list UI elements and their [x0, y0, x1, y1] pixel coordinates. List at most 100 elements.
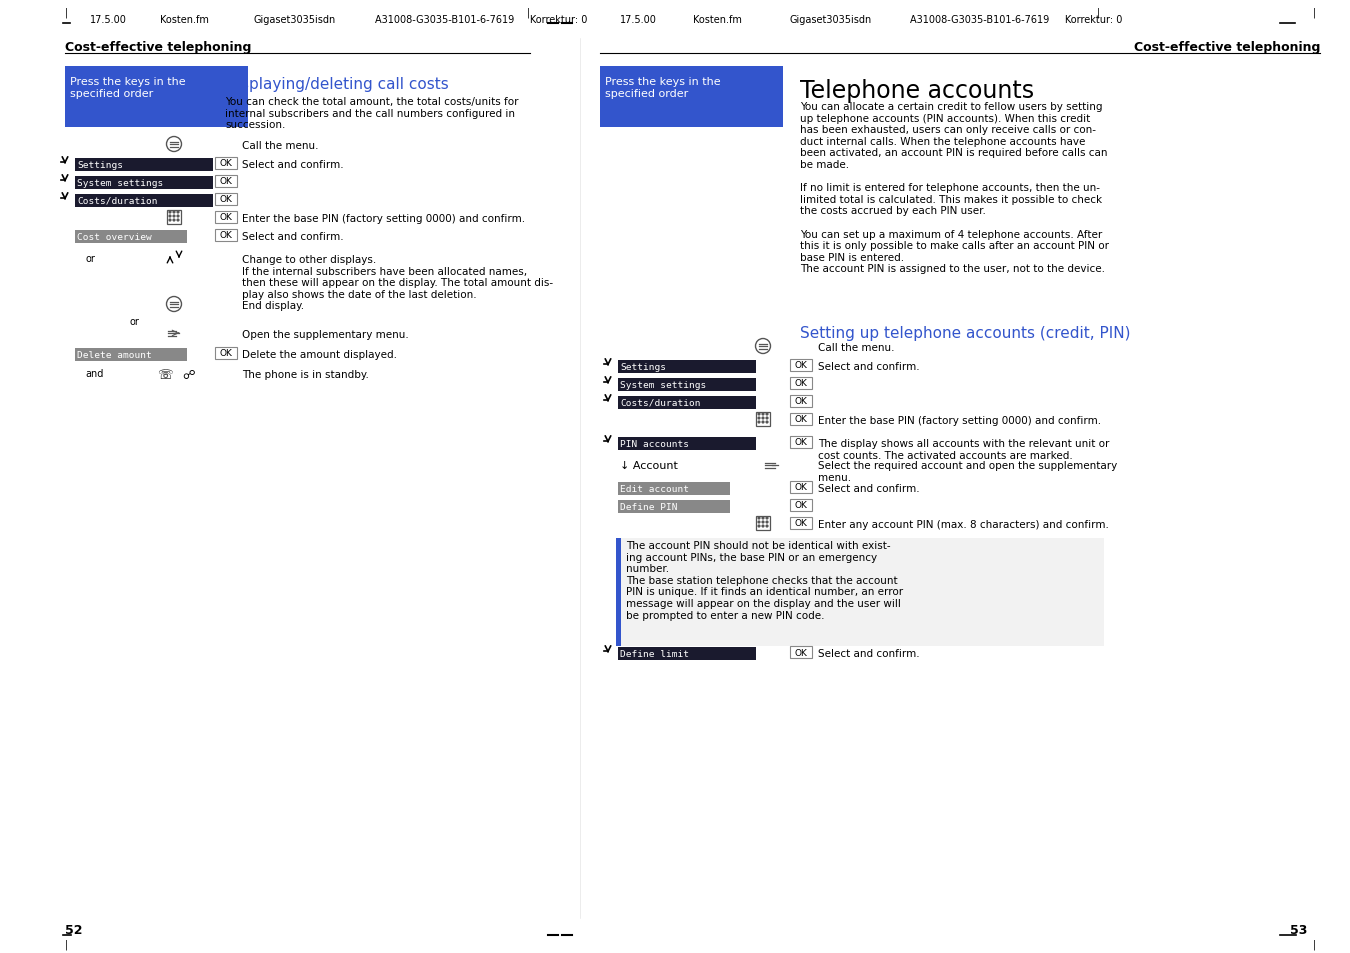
Text: Gigaset3035isdn: Gigaset3035isdn [252, 15, 335, 25]
Text: Costs/duration: Costs/duration [620, 398, 701, 408]
Text: Select and confirm.: Select and confirm. [818, 648, 919, 659]
Text: OK: OK [220, 232, 232, 240]
Text: OK: OK [220, 159, 232, 169]
Text: The account PIN should not be identical with exist-
ing account PINs, the base P: The account PIN should not be identical … [626, 540, 903, 620]
Text: Select the required account and open the supplementary
menu.: Select the required account and open the… [818, 460, 1118, 482]
Text: End display.: End display. [242, 301, 304, 311]
Bar [167, 211, 181, 225]
Circle shape [177, 212, 180, 213]
Text: |: | [1098, 8, 1100, 18]
Text: OK: OK [220, 195, 232, 204]
Text: Kosten.fm: Kosten.fm [693, 15, 743, 25]
Circle shape [759, 414, 760, 416]
Text: |: | [1314, 8, 1316, 18]
Circle shape [765, 414, 768, 416]
Text: Define PIN: Define PIN [620, 502, 678, 512]
Bar [790, 481, 811, 494]
Text: Gigaset3035isdn: Gigaset3035isdn [790, 15, 872, 25]
Text: |: | [65, 939, 69, 949]
Text: Displaying/deleting call costs: Displaying/deleting call costs [225, 77, 448, 91]
Text: OK: OK [795, 648, 807, 657]
Circle shape [763, 414, 764, 416]
Text: Press the keys in the
specified order: Press the keys in the specified order [70, 77, 185, 98]
Text: Select and confirm.: Select and confirm. [818, 483, 919, 494]
Text: 53: 53 [1291, 923, 1307, 936]
Bar [790, 377, 811, 390]
Text: 17.5.00: 17.5.00 [90, 15, 127, 25]
Bar [215, 230, 238, 242]
Circle shape [759, 417, 760, 419]
Text: Call the menu.: Call the menu. [818, 343, 895, 353]
Text: Select and confirm.: Select and confirm. [818, 361, 919, 372]
Text: Cost-effective telephoning: Cost-effective telephoning [1134, 41, 1320, 54]
Text: OK: OK [795, 379, 807, 388]
Circle shape [765, 421, 768, 423]
Text: OK: OK [795, 361, 807, 370]
Text: Enter the base PIN (factory setting 0000) and confirm.: Enter the base PIN (factory setting 0000… [242, 213, 525, 224]
Bar [618, 360, 756, 374]
Bar [76, 349, 188, 361]
Text: OK: OK [795, 483, 807, 492]
Bar [790, 517, 811, 530]
Bar [76, 194, 213, 208]
Text: Select and confirm.: Select and confirm. [242, 160, 344, 170]
Text: Call the menu.: Call the menu. [242, 141, 319, 151]
Text: The display shows all accounts with the relevant unit or
cost counts. The activa: The display shows all accounts with the … [818, 438, 1110, 460]
Text: A31008-G3035-B101-6-7619     Korrektur: 0: A31008-G3035-B101-6-7619 Korrektur: 0 [910, 15, 1122, 25]
Circle shape [173, 216, 176, 217]
Text: Cost overview: Cost overview [77, 233, 151, 242]
FancyBboxPatch shape [65, 67, 248, 128]
Text: Change to other displays.
If the internal subscribers have been allocated names,: Change to other displays. If the interna… [242, 254, 554, 299]
Text: and: and [85, 369, 104, 378]
Text: Enter the base PIN (factory setting 0000) and confirm.: Enter the base PIN (factory setting 0000… [818, 416, 1102, 426]
Text: Define limit: Define limit [620, 649, 688, 659]
Text: Delete amount: Delete amount [77, 351, 151, 359]
Bar [618, 437, 756, 451]
Text: ↓ Account: ↓ Account [620, 460, 678, 471]
Circle shape [759, 517, 760, 519]
Bar [76, 231, 188, 244]
Circle shape [759, 521, 760, 523]
Text: OK: OK [220, 349, 232, 358]
Bar [618, 482, 730, 496]
Text: Edit account: Edit account [620, 484, 688, 494]
Text: Delete the amount displayed.: Delete the amount displayed. [242, 350, 397, 359]
Circle shape [169, 216, 171, 217]
Text: Enter any account PIN (max. 8 characters) and confirm.: Enter any account PIN (max. 8 characters… [818, 519, 1108, 530]
Text: A31008-G3035-B101-6-7619     Korrektur: 0: A31008-G3035-B101-6-7619 Korrektur: 0 [375, 15, 587, 25]
Bar [215, 175, 238, 188]
Bar [756, 517, 770, 531]
Circle shape [765, 525, 768, 527]
Bar [215, 193, 238, 206]
Text: OK: OK [795, 416, 807, 424]
Circle shape [173, 220, 176, 222]
Circle shape [765, 517, 768, 519]
Text: |: | [526, 8, 531, 18]
Text: OK: OK [795, 519, 807, 528]
Text: Setting up telephone accounts (credit, PIN): Setting up telephone accounts (credit, P… [801, 326, 1130, 340]
Text: System settings: System settings [77, 179, 163, 188]
Circle shape [763, 525, 764, 527]
Bar [618, 378, 756, 392]
Text: ☏: ☏ [157, 369, 173, 381]
Bar [616, 538, 621, 646]
Circle shape [177, 220, 180, 222]
Circle shape [169, 220, 171, 222]
Circle shape [763, 521, 764, 523]
Text: OK: OK [220, 177, 232, 186]
Text: Cost-effective telephoning: Cost-effective telephoning [65, 41, 251, 54]
Bar [215, 348, 238, 359]
Text: Settings: Settings [620, 363, 666, 372]
Circle shape [763, 417, 764, 419]
Bar [76, 177, 213, 190]
Text: |: | [1314, 939, 1316, 949]
Text: Select and confirm.: Select and confirm. [242, 232, 344, 242]
Circle shape [765, 417, 768, 419]
Circle shape [759, 525, 760, 527]
Text: or: or [130, 316, 140, 327]
Bar [618, 500, 730, 514]
Text: Telephone accounts: Telephone accounts [801, 79, 1034, 103]
Bar [618, 647, 756, 660]
Bar [756, 413, 770, 427]
Text: The phone is in standby.: The phone is in standby. [242, 370, 369, 379]
